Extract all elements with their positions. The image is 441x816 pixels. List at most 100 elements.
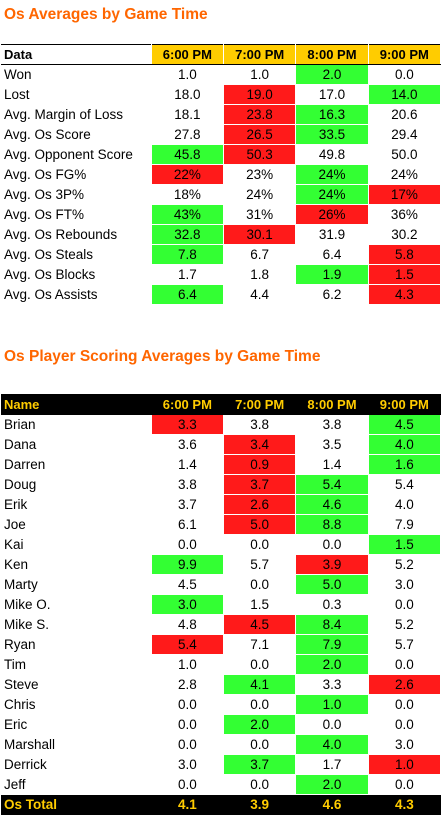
row-label: Tim xyxy=(1,654,152,675)
table-row: Avg. Margin of Loss 18.1 23.8 16.3 20.6 xyxy=(1,104,441,125)
value-cell: 0.0 xyxy=(295,534,369,555)
value-cell: 17% xyxy=(367,184,441,205)
row-label: Steve xyxy=(1,674,152,695)
value-cell: 24% xyxy=(367,164,441,185)
table-row: Lost 18.0 19.0 17.0 14.0 xyxy=(1,84,441,105)
value-cell: 3.7 xyxy=(222,754,297,775)
value-cell: 24% xyxy=(295,184,369,205)
value-cell: 3.7 xyxy=(150,494,225,515)
value-cell: 6.7 xyxy=(222,244,297,265)
value-cell: 3.8 xyxy=(295,414,369,435)
value-cell: 26% xyxy=(295,204,369,225)
table-row: Derrick 3.0 3.7 1.7 1.0 xyxy=(1,754,441,775)
value-cell: 1.8 xyxy=(222,264,297,285)
value-cell: 50.3 xyxy=(222,144,297,165)
value-cell: 17.0 xyxy=(295,84,369,105)
averages-table: Data 6:00 PM 7:00 PM 8:00 PM 9:00 PM Won… xyxy=(1,44,441,305)
row-label: Joe xyxy=(1,514,152,535)
header-col-7pm: 7:00 PM xyxy=(222,394,297,415)
value-cell: 36% xyxy=(367,204,441,225)
value-cell: 4.5 xyxy=(150,574,225,595)
value-cell: 50.0 xyxy=(367,144,441,165)
table-row: Avg. Os Rebounds 32.8 30.1 31.9 30.2 xyxy=(1,224,441,245)
value-cell: 27.8 xyxy=(150,124,225,145)
value-cell: 5.7 xyxy=(367,634,441,655)
value-cell: 4.0 xyxy=(367,434,441,455)
value-cell: 8.4 xyxy=(295,614,369,635)
value-cell: 6.4 xyxy=(295,244,369,265)
table-row: Avg. Os FG% 22% 23% 24% 24% xyxy=(1,164,441,185)
value-cell: 3.8 xyxy=(150,474,225,495)
table-row: Doug 3.8 3.7 5.4 5.4 xyxy=(1,474,441,495)
table-row: Eric 0.0 2.0 0.0 0.0 xyxy=(1,714,441,735)
value-cell: 3.3 xyxy=(150,414,225,435)
value-cell: 4.0 xyxy=(367,494,441,515)
header-col-9pm: 9:00 PM xyxy=(367,394,441,415)
total-cell: 4.6 xyxy=(295,794,369,815)
value-cell: 4.4 xyxy=(222,284,297,305)
value-cell: 3.7 xyxy=(222,474,297,495)
value-cell: 0.0 xyxy=(150,534,225,555)
value-cell: 0.0 xyxy=(222,774,297,795)
value-cell: 24% xyxy=(295,164,369,185)
table-row: Avg. Os Blocks 1.7 1.8 1.9 1.5 xyxy=(1,264,441,285)
row-label: Darren xyxy=(1,454,152,475)
table-row: Mike O. 3.0 1.5 0.3 0.0 xyxy=(1,594,441,615)
value-cell: 0.0 xyxy=(367,654,441,675)
value-cell: 1.6 xyxy=(367,454,441,475)
table-row: Chris 0.0 0.0 1.0 0.0 xyxy=(1,694,441,715)
value-cell: 1.0 xyxy=(150,654,225,675)
value-cell: 0.0 xyxy=(150,734,225,755)
value-cell: 30.2 xyxy=(367,224,441,245)
table-row: Avg. Os Steals 7.8 6.7 6.4 5.8 xyxy=(1,244,441,265)
value-cell: 3.0 xyxy=(367,734,441,755)
row-label: Avg. Os Steals xyxy=(1,244,152,265)
value-cell: 1.9 xyxy=(295,264,369,285)
row-label: Erik xyxy=(1,494,152,515)
value-cell: 3.4 xyxy=(222,434,297,455)
value-cell: 2.0 xyxy=(295,64,369,85)
value-cell: 5.0 xyxy=(295,574,369,595)
value-cell: 5.2 xyxy=(367,554,441,575)
value-cell: 3.0 xyxy=(150,754,225,775)
value-cell: 0.0 xyxy=(222,734,297,755)
table-row: Avg. Os Assists 6.4 4.4 6.2 4.3 xyxy=(1,284,441,305)
header-col-8pm: 8:00 PM xyxy=(295,394,369,415)
header-col-8pm: 8:00 PM xyxy=(295,44,369,65)
table-row: Dana 3.6 3.4 3.5 4.0 xyxy=(1,434,441,455)
value-cell: 0.9 xyxy=(222,454,297,475)
header-col-6pm: 6:00 PM xyxy=(150,44,225,65)
table-row: Won 1.0 1.0 2.0 0.0 xyxy=(1,64,441,85)
value-cell: 6.1 xyxy=(150,514,225,535)
value-cell: 2.6 xyxy=(367,674,441,695)
value-cell: 5.7 xyxy=(222,554,297,575)
value-cell: 31.9 xyxy=(295,224,369,245)
row-label: Marty xyxy=(1,574,152,595)
value-cell: 1.5 xyxy=(367,534,441,555)
row-label: Avg. Os Blocks xyxy=(1,264,152,285)
value-cell: 2.0 xyxy=(295,774,369,795)
value-cell: 3.3 xyxy=(295,674,369,695)
row-label: Avg. Margin of Loss xyxy=(1,104,152,125)
value-cell: 29.4 xyxy=(367,124,441,145)
row-label: Marshall xyxy=(1,734,152,755)
value-cell: 5.8 xyxy=(367,244,441,265)
header-col-7pm: 7:00 PM xyxy=(222,44,297,65)
value-cell: 3.9 xyxy=(295,554,369,575)
player-scoring-table: Name 6:00 PM 7:00 PM 8:00 PM 9:00 PM Bri… xyxy=(1,394,441,815)
value-cell: 18% xyxy=(150,184,225,205)
value-cell: 1.0 xyxy=(222,64,297,85)
value-cell: 0.0 xyxy=(222,694,297,715)
value-cell: 20.6 xyxy=(367,104,441,125)
value-cell: 1.5 xyxy=(222,594,297,615)
value-cell: 5.4 xyxy=(295,474,369,495)
row-label: Eric xyxy=(1,714,152,735)
value-cell: 4.3 xyxy=(367,284,441,305)
value-cell: 3.0 xyxy=(367,574,441,595)
value-cell: 23.8 xyxy=(222,104,297,125)
table-row: Ryan 5.4 7.1 7.9 5.7 xyxy=(1,634,441,655)
value-cell: 4.6 xyxy=(295,494,369,515)
value-cell: 5.0 xyxy=(222,514,297,535)
total-cell: 3.9 xyxy=(222,794,297,815)
player-header-row: Name 6:00 PM 7:00 PM 8:00 PM 9:00 PM xyxy=(1,394,441,415)
